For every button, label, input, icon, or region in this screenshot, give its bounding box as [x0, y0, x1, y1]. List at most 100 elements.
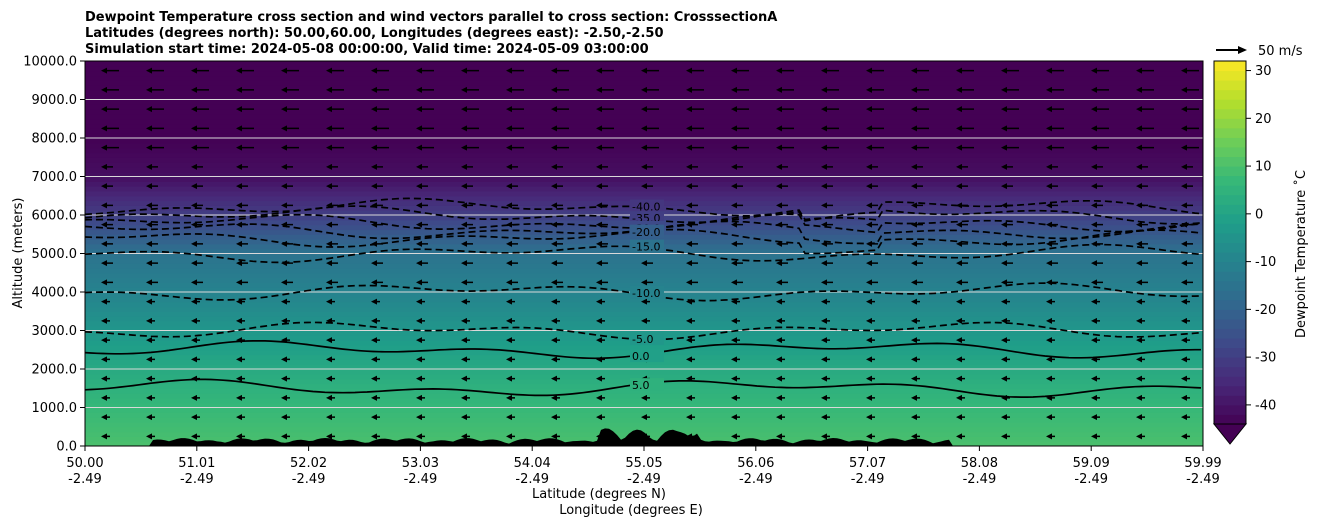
wind-vector-head	[1091, 375, 1097, 382]
wind-vector-head	[596, 298, 602, 305]
wind-vector-head	[1181, 106, 1187, 113]
wind-vector-head	[1046, 317, 1052, 324]
dewpoint-band	[85, 325, 1203, 332]
wind-vector-head	[956, 414, 962, 421]
colorbar-segment	[1214, 280, 1246, 291]
wind-vector-head	[686, 260, 692, 267]
wind-vector-head	[731, 394, 737, 401]
wind-vector-head	[506, 67, 512, 74]
wind-vector-head	[731, 106, 737, 113]
wind-vectors	[101, 67, 1199, 440]
wind-vector-head	[596, 86, 602, 93]
wind-vector-head	[821, 106, 827, 113]
wind-vector-head	[641, 106, 647, 113]
wind-vector-head	[731, 356, 737, 363]
wind-vector-head	[416, 375, 422, 382]
wind-vector-head	[506, 394, 512, 401]
dewpoint-band	[85, 344, 1203, 351]
dewpoint-band	[85, 85, 1203, 91]
quiver-key-label: 50 m/s	[1258, 44, 1303, 59]
wind-vector-head	[821, 183, 827, 190]
wind-vector-head	[1046, 240, 1052, 247]
wind-vector-head	[1001, 221, 1007, 228]
wind-vector-head	[821, 202, 827, 209]
dewpoint-band	[85, 272, 1203, 279]
wind-vector-head	[596, 260, 602, 267]
wind-vector-head	[551, 414, 557, 421]
y-axis-label: Altitude (meters)	[11, 198, 26, 309]
wind-vector-head	[911, 144, 917, 151]
wind-vector-head	[416, 260, 422, 267]
colorbar-segment	[1214, 80, 1246, 91]
wind-vector-head	[776, 163, 782, 170]
y-tick-label: 8000.0	[32, 132, 78, 147]
dewpoint-band	[85, 181, 1203, 187]
wind-vector-head	[506, 298, 512, 305]
wind-vector-head	[371, 317, 377, 324]
wind-vector-head	[641, 279, 647, 286]
wind-vector-head	[866, 394, 872, 401]
wind-vector-head	[821, 86, 827, 93]
colorbar-segment	[1214, 299, 1246, 310]
y-tick-label: 9000.0	[32, 93, 78, 108]
wind-vector-head	[1091, 67, 1097, 74]
wind-vector-head	[236, 356, 242, 363]
wind-vector-head	[101, 414, 107, 421]
wind-vector-head	[1136, 106, 1142, 113]
wind-vector-head	[191, 279, 197, 286]
wind-vector-head	[1136, 183, 1142, 190]
dewpoint-band	[85, 94, 1203, 101]
colorbar-segment	[1214, 376, 1246, 387]
wind-vector-head	[101, 260, 107, 267]
wind-vector-head	[1091, 125, 1097, 132]
wind-vector-head	[956, 202, 962, 209]
wind-vector-head	[416, 317, 422, 324]
wind-vector-head	[821, 375, 827, 382]
wind-vector-head	[146, 221, 152, 228]
wind-vector-head	[686, 221, 692, 228]
wind-vector-head	[236, 337, 242, 344]
wind-vector-head	[236, 86, 242, 93]
dewpoint-band	[85, 311, 1203, 317]
dewpoint-band	[85, 397, 1203, 404]
wind-vector-head	[461, 106, 467, 113]
wind-vector-head	[596, 356, 602, 363]
wind-vector-head	[371, 298, 377, 305]
wind-vector-head	[371, 86, 377, 93]
wind-vector-head	[191, 183, 197, 190]
wind-vector-head	[596, 106, 602, 113]
wind-vector-head	[326, 414, 332, 421]
wind-vector-head	[821, 356, 827, 363]
wind-vector-head	[1046, 202, 1052, 209]
wind-vector-head	[1001, 317, 1007, 324]
wind-vector-head	[101, 298, 107, 305]
wind-vector-head	[1091, 202, 1097, 209]
wind-vector-head	[776, 240, 782, 247]
wind-vector-head	[1091, 260, 1097, 267]
wind-vector-head	[731, 163, 737, 170]
dewpoint-band	[85, 417, 1203, 423]
wind-vector-head	[1046, 183, 1052, 190]
wind-vector-head	[731, 279, 737, 286]
dewpoint-band	[85, 195, 1203, 202]
wind-vector-head	[731, 125, 737, 132]
wind-vector-head	[506, 356, 512, 363]
dewpoint-band	[85, 104, 1203, 110]
wind-vector-head	[776, 125, 782, 132]
wind-vector-head	[821, 394, 827, 401]
wind-vector-head	[146, 260, 152, 267]
wind-vector-head	[911, 279, 917, 286]
wind-vector-head	[146, 240, 152, 247]
wind-vector-head	[911, 221, 917, 228]
chart-title-line-1: Dewpoint Temperature cross section and w…	[85, 10, 777, 25]
wind-vector-head	[236, 144, 242, 151]
colorbar-segment	[1214, 118, 1246, 129]
dewpoint-band	[85, 70, 1203, 77]
wind-vector-head	[326, 125, 332, 132]
chart-title-line-2: Latitudes (degrees north): 50.00,60.00, …	[85, 26, 664, 41]
wind-vector-head	[371, 240, 377, 247]
dewpoint-band	[85, 421, 1203, 428]
wind-vector-head	[1091, 183, 1097, 190]
colorbar-frame	[1213, 60, 1247, 425]
wind-vector-head	[731, 202, 737, 209]
